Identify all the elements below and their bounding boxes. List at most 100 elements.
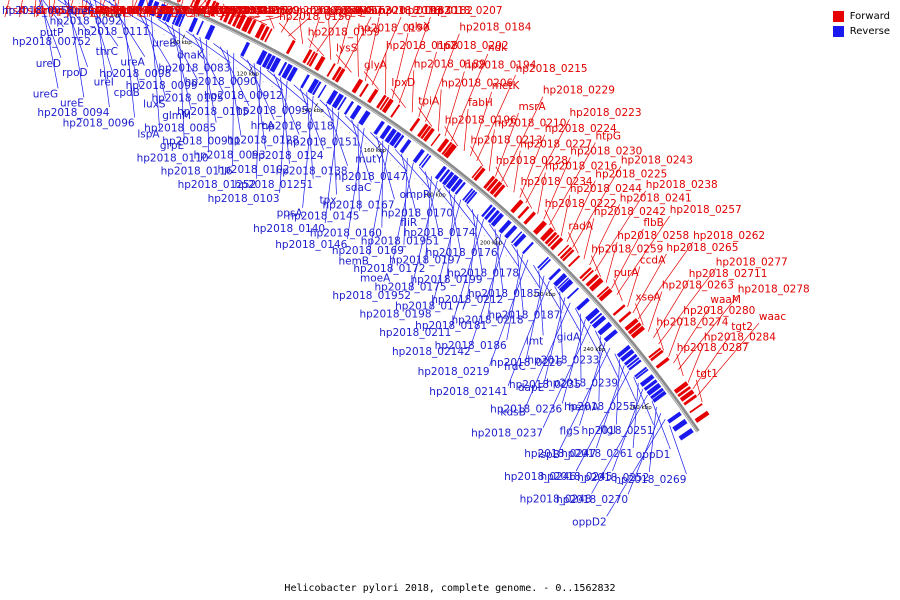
forward-gene-label: hp2018_0206 xyxy=(441,77,513,89)
reverse-gene-label: hp2018_01251 xyxy=(234,179,313,191)
reverse-leader-line xyxy=(104,0,150,27)
reverse-leader-line xyxy=(213,43,257,77)
reverse-gene-feature xyxy=(504,225,518,239)
forward-gene-label: purA xyxy=(614,267,640,279)
forward-leader-line xyxy=(371,16,402,86)
reverse-leader-line xyxy=(651,400,671,450)
reverse-gene-label: hp2018_0269 xyxy=(614,474,686,486)
forward-gene-label: hp2018_0104 xyxy=(100,5,172,17)
forward-leader-line xyxy=(635,303,644,326)
reverse-gene-label: lmt xyxy=(526,335,543,347)
forward-gene-feature xyxy=(598,288,613,302)
genome-backbone xyxy=(67,0,700,450)
reverse-gene-label: hp2018_0138 xyxy=(276,166,348,178)
reverse-gene-feature xyxy=(442,171,455,186)
forward-gene-label: hp2018_0163 xyxy=(320,5,392,17)
reverse-leader-line xyxy=(185,30,231,63)
reverse-gene-label: hp2018_0218 xyxy=(451,314,523,326)
forward-gene-label: thiS xyxy=(160,5,181,17)
reverse-gene-feature xyxy=(490,212,504,227)
reverse-gene-label: cpdB xyxy=(114,87,140,99)
reverse-leader-line xyxy=(64,0,88,68)
reverse-gene-feature xyxy=(481,204,493,218)
reverse-leader-line xyxy=(226,49,242,136)
scale-tick-label: 260 kbp xyxy=(629,405,652,411)
forward-gene-label: htpG xyxy=(596,130,622,142)
forward-leader-line xyxy=(280,16,290,33)
forward-gene-feature xyxy=(683,394,698,406)
reverse-leader-line xyxy=(368,144,390,256)
reverse-gene-label: hp2018_01952 xyxy=(332,290,411,302)
reverse-gene-label: hp2018_0177 xyxy=(395,301,467,313)
forward-gene-feature xyxy=(302,49,313,64)
reverse-gene-feature xyxy=(450,178,463,193)
forward-gene-feature xyxy=(379,96,390,111)
forward-leader-line xyxy=(364,16,380,82)
forward-leader-line xyxy=(4,0,10,18)
reverse-gene-feature xyxy=(672,418,688,432)
reverse-gene-label: hp2018_0094 xyxy=(37,107,109,119)
forward-gene-label: lpxD xyxy=(391,77,415,89)
reverse-leader-line xyxy=(178,27,185,141)
forward-gene-label: hp2018_02711 xyxy=(689,268,768,280)
forward-leader-line xyxy=(549,142,596,226)
forward-gene-feature xyxy=(689,403,703,414)
forward-gene-label: tlpA xyxy=(84,5,106,17)
reverse-gene-feature xyxy=(454,181,466,195)
reverse-leader-line xyxy=(346,127,365,240)
reverse-leader-line xyxy=(219,46,250,107)
reverse-gene-feature xyxy=(646,382,662,396)
forward-gene-label: hp2018_0137 xyxy=(99,5,171,17)
reverse-leader-line xyxy=(332,107,337,195)
reverse-leader-line xyxy=(410,180,438,291)
reverse-gene-label: hp2018_0116 xyxy=(161,165,233,177)
forward-gene-label: hp2018_0242 xyxy=(594,206,666,218)
forward-leader-line xyxy=(653,279,689,338)
reverse-gene-feature xyxy=(162,6,171,22)
reverse-leader-line xyxy=(299,88,324,150)
forward-leader-line xyxy=(34,0,37,18)
forward-gene-feature xyxy=(390,104,401,118)
forward-gene-label: hp2018_0183 xyxy=(379,5,451,17)
forward-gene-label: hp2018_0139 xyxy=(228,5,300,17)
reverse-leader-line xyxy=(448,190,462,255)
reverse-leader-line xyxy=(344,115,383,154)
forward-gene-feature xyxy=(219,6,228,21)
reverse-leader-line xyxy=(64,0,92,37)
forward-gene-feature xyxy=(359,83,369,98)
forward-gene-feature xyxy=(202,0,211,14)
reverse-gene-label: grpE xyxy=(160,140,184,152)
forward-leader-line xyxy=(648,291,663,332)
reverse-gene-label: hp2018_0246 xyxy=(504,471,576,483)
reverse-gene-feature xyxy=(566,287,579,300)
forward-gene-feature xyxy=(326,63,336,77)
reverse-gene-feature xyxy=(261,52,273,68)
forward-gene-feature xyxy=(489,181,503,195)
reverse-gene-label: hp2018_0140 xyxy=(253,223,325,235)
reverse-gene-label: hp2018_0186 xyxy=(435,340,507,352)
forward-gene-feature xyxy=(557,244,570,257)
forward-gene-feature xyxy=(443,143,457,159)
reverse-gene-feature xyxy=(136,0,145,12)
scale-tick-mark xyxy=(494,236,499,241)
reverse-gene-label: hp2018_0147 xyxy=(335,171,407,183)
forward-gene-label: hp2018_0143 xyxy=(196,5,268,17)
forward-gene-feature xyxy=(334,68,346,83)
forward-leader-line xyxy=(692,332,732,390)
forward-gene-feature xyxy=(510,199,524,214)
reverse-gene-label: hp2018_0151 xyxy=(286,137,358,149)
reverse-gene-label: hp2018_0083 xyxy=(158,63,230,75)
forward-gene-feature xyxy=(547,234,560,247)
scale-tick-mark xyxy=(644,402,649,407)
reverse-gene-feature xyxy=(620,349,635,362)
reverse-gene-label: hp2018_0226 xyxy=(490,357,562,369)
reverse-gene-label: hp2018_0118 xyxy=(262,121,334,133)
reverse-leader-line xyxy=(319,99,359,137)
reverse-gene-feature xyxy=(591,315,607,329)
forward-gene-feature xyxy=(486,178,499,192)
forward-gene-label: tpiA xyxy=(418,95,440,107)
forward-leader-line xyxy=(418,107,433,127)
reverse-gene-label: hp2018_0111 xyxy=(77,26,149,38)
forward-gene-label: plsX xyxy=(408,21,430,33)
reverse-leader-line xyxy=(325,103,348,166)
